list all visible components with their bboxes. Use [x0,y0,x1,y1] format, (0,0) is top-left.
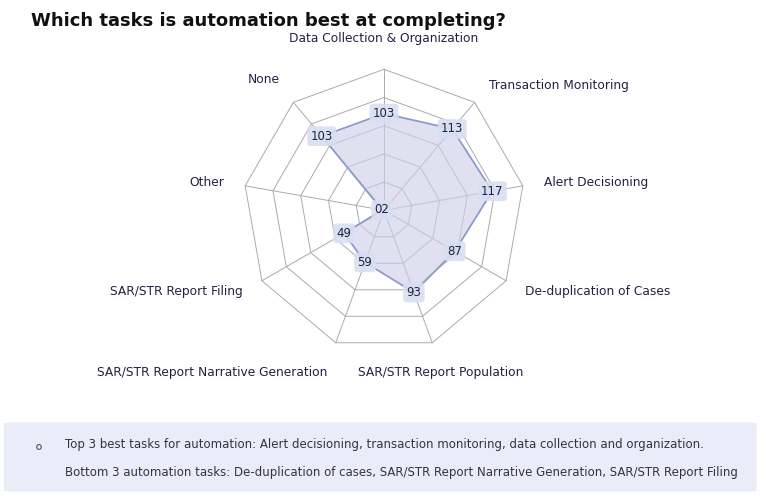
Text: 93: 93 [406,286,422,299]
Polygon shape [322,114,492,292]
Text: SAR/STR Report Filing: SAR/STR Report Filing [111,285,243,298]
Text: None: None [247,72,280,86]
Text: 117: 117 [481,184,504,198]
Text: Which tasks is automation best at completing?: Which tasks is automation best at comple… [31,12,505,30]
Text: Transaction Monitoring: Transaction Monitoring [488,79,628,92]
Text: 02: 02 [375,204,389,216]
Text: 113: 113 [441,122,463,136]
FancyBboxPatch shape [4,422,756,492]
Polygon shape [322,114,492,292]
Text: 87: 87 [448,244,462,258]
Text: Top 3 best tasks for automation: Alert decisioning, transaction monitoring, data: Top 3 best tasks for automation: Alert d… [65,438,704,451]
Text: 103: 103 [310,130,333,142]
Text: Data Collection & Organization: Data Collection & Organization [290,32,478,44]
Text: SAR/STR Report Narrative Generation: SAR/STR Report Narrative Generation [97,366,327,379]
Text: ⚬: ⚬ [31,439,45,457]
Text: 49: 49 [336,227,352,240]
Text: SAR/STR Report Population: SAR/STR Report Population [358,366,523,379]
Text: 103: 103 [373,107,395,120]
Text: Other: Other [189,176,223,188]
Text: De-duplication of Cases: De-duplication of Cases [525,285,670,298]
Text: Alert Decisioning: Alert Decisioning [545,176,648,188]
Text: Bottom 3 automation tasks: De-duplication of cases, SAR/STR Report Narrative Gen: Bottom 3 automation tasks: De-duplicatio… [65,466,738,479]
Text: 59: 59 [358,256,372,269]
